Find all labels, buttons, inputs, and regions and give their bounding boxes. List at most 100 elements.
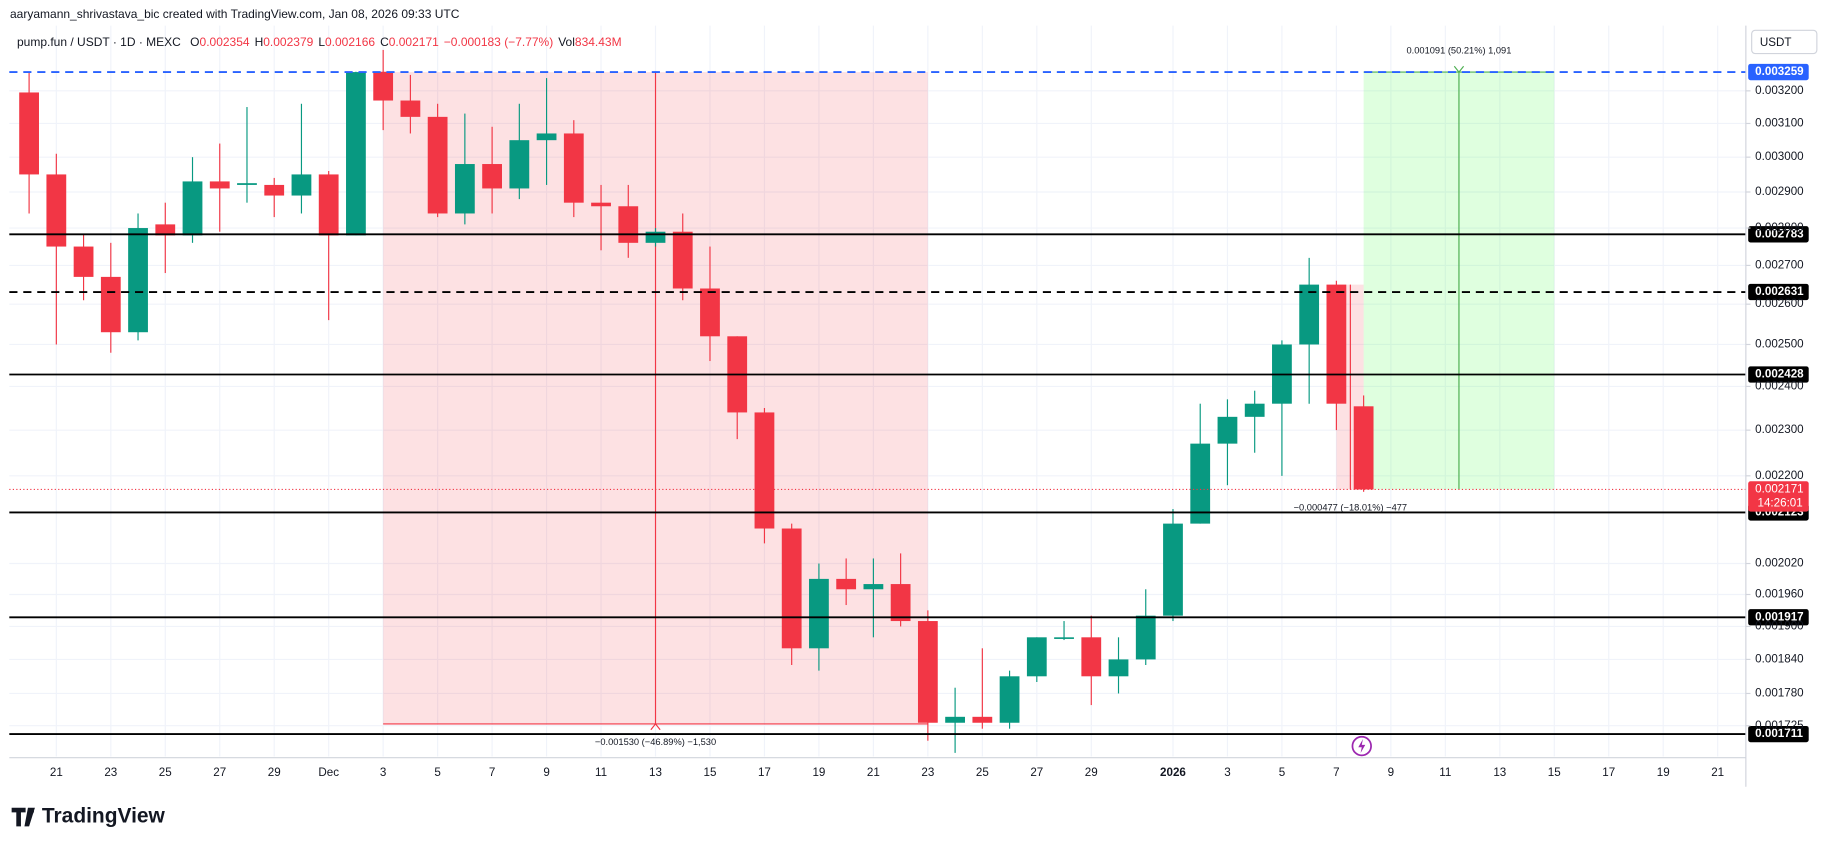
x-tick-label: 29	[1085, 766, 1098, 779]
y-tick-label: 0.003200	[1755, 84, 1804, 97]
candle-body	[155, 224, 176, 236]
candle-body	[672, 231, 693, 289]
candle-body	[509, 140, 530, 189]
candle-body	[1217, 416, 1238, 444]
x-tick-label: 7	[1333, 766, 1339, 779]
currency-box[interactable]	[1751, 29, 1818, 55]
x-tick-label: 25	[159, 766, 172, 779]
candle-body	[237, 183, 257, 185]
candle-body	[618, 206, 639, 243]
x-tick-label: 21	[50, 766, 63, 779]
y-tick-label: 0.003000	[1755, 150, 1804, 163]
candle-body	[264, 184, 285, 196]
candle-body	[1299, 284, 1320, 345]
y-tick-label: 0.001725	[1755, 719, 1804, 732]
x-tick-label: 9	[1388, 766, 1394, 779]
x-tick-label: 5	[434, 766, 440, 779]
x-tick-label: 13	[1493, 766, 1506, 779]
x-tick-label: 11	[1439, 766, 1451, 779]
x-tick-label: 17	[758, 766, 771, 779]
countdown: 14:26:01	[1757, 496, 1802, 509]
y-tick-label: 0.002800	[1755, 221, 1804, 234]
candle-body	[1163, 523, 1183, 616]
symbol: pump.fun / USDT · 1D · MEXC	[17, 35, 181, 49]
x-tick-label: 5	[1279, 766, 1285, 779]
x-tick-label: 19	[1657, 766, 1670, 779]
candle-body	[1353, 406, 1374, 490]
candle-body	[318, 174, 339, 236]
x-tick-label: 15	[1548, 766, 1561, 779]
ohlc-key: O	[190, 35, 200, 49]
x-tick-label: 21	[1711, 766, 1724, 779]
event-icon-bolt	[1358, 739, 1366, 754]
x-tick-label: 3	[1224, 766, 1230, 779]
candle-body	[890, 584, 911, 622]
x-tick-label: 27	[213, 766, 226, 779]
x-tick-label: 17	[1602, 766, 1615, 779]
level-label: 0.002428	[1755, 368, 1804, 381]
candle-body	[754, 412, 775, 529]
x-tick-label: 27	[1030, 766, 1043, 779]
candle-body	[999, 676, 1020, 723]
candle-body	[917, 621, 938, 723]
candle-body	[781, 528, 802, 649]
credit: aaryamann_shrivastava_bic created with T…	[10, 7, 460, 21]
candle-body	[1190, 443, 1211, 524]
candle-body	[1054, 637, 1074, 639]
x-tick-label: 25	[976, 766, 989, 779]
level-tag	[1748, 283, 1809, 301]
candle-body	[100, 276, 121, 333]
level-tag	[1748, 609, 1809, 626]
y-tick-label: 0.002600	[1755, 297, 1804, 310]
ohlc-key: L	[318, 35, 325, 49]
volume-key: Vol	[558, 35, 575, 49]
level-tag	[1748, 63, 1809, 81]
x-tick-label: 3	[380, 766, 386, 779]
last-price-label: 0.002171	[1755, 483, 1804, 496]
candle-body	[46, 174, 67, 247]
brand: TradingView	[42, 805, 166, 828]
candle-body	[291, 174, 312, 196]
measure-label: 0.001091 (50.21%) 1,091	[1406, 46, 1511, 56]
measure-label: −0.001530 (−46.89%) −1,530	[595, 737, 716, 747]
legend: pump.fun / USDT · 1D · MEXC O0.002354 H0.…	[17, 35, 627, 49]
candle-body	[645, 231, 666, 243]
y-tick-label: 0.002300	[1755, 423, 1804, 436]
candle-body	[1108, 659, 1129, 677]
x-tick-label: 7	[489, 766, 495, 779]
level-tag	[1748, 366, 1809, 383]
candle-body	[182, 181, 203, 236]
candle-body	[536, 133, 557, 141]
candle-body	[400, 100, 421, 117]
x-tick-label: 23	[104, 766, 117, 779]
x-tick-label: Dec	[318, 766, 339, 779]
x-tick-label: 29	[268, 766, 281, 779]
candle-body	[1081, 637, 1102, 677]
x-tick-label: 9	[543, 766, 549, 779]
ohlc-value: 0.002379	[263, 35, 314, 49]
level-label: 0.002631	[1755, 285, 1804, 298]
candle-body	[427, 116, 448, 214]
level-tag	[1748, 226, 1809, 243]
candle-body	[591, 202, 611, 207]
candle-body	[454, 164, 475, 214]
x-tick-label: 15	[704, 766, 717, 779]
x-tick-label: 2026	[1160, 766, 1186, 779]
x-tick-label: 21	[867, 766, 880, 779]
volume: 834.43M	[574, 35, 622, 49]
measure-label: −0.000477 (−18.01%) −477	[1294, 503, 1407, 513]
y-tick-label: 0.001780	[1755, 687, 1804, 700]
y-tick-label: 0.001900	[1755, 620, 1804, 633]
y-tick-label: 0.002900	[1755, 185, 1804, 198]
x-tick-label: 23	[921, 766, 934, 779]
candle-body	[209, 181, 230, 189]
candle-body	[563, 133, 584, 203]
last-price-tag	[1748, 481, 1809, 512]
ohlc-value: 0.002166	[325, 35, 376, 49]
y-tick-label: 0.002020	[1755, 557, 1804, 570]
candle-body	[1244, 403, 1265, 417]
candle-body	[373, 71, 394, 101]
y-tick-label: 0.002500	[1755, 338, 1804, 351]
level-label: 0.003259	[1755, 65, 1804, 78]
